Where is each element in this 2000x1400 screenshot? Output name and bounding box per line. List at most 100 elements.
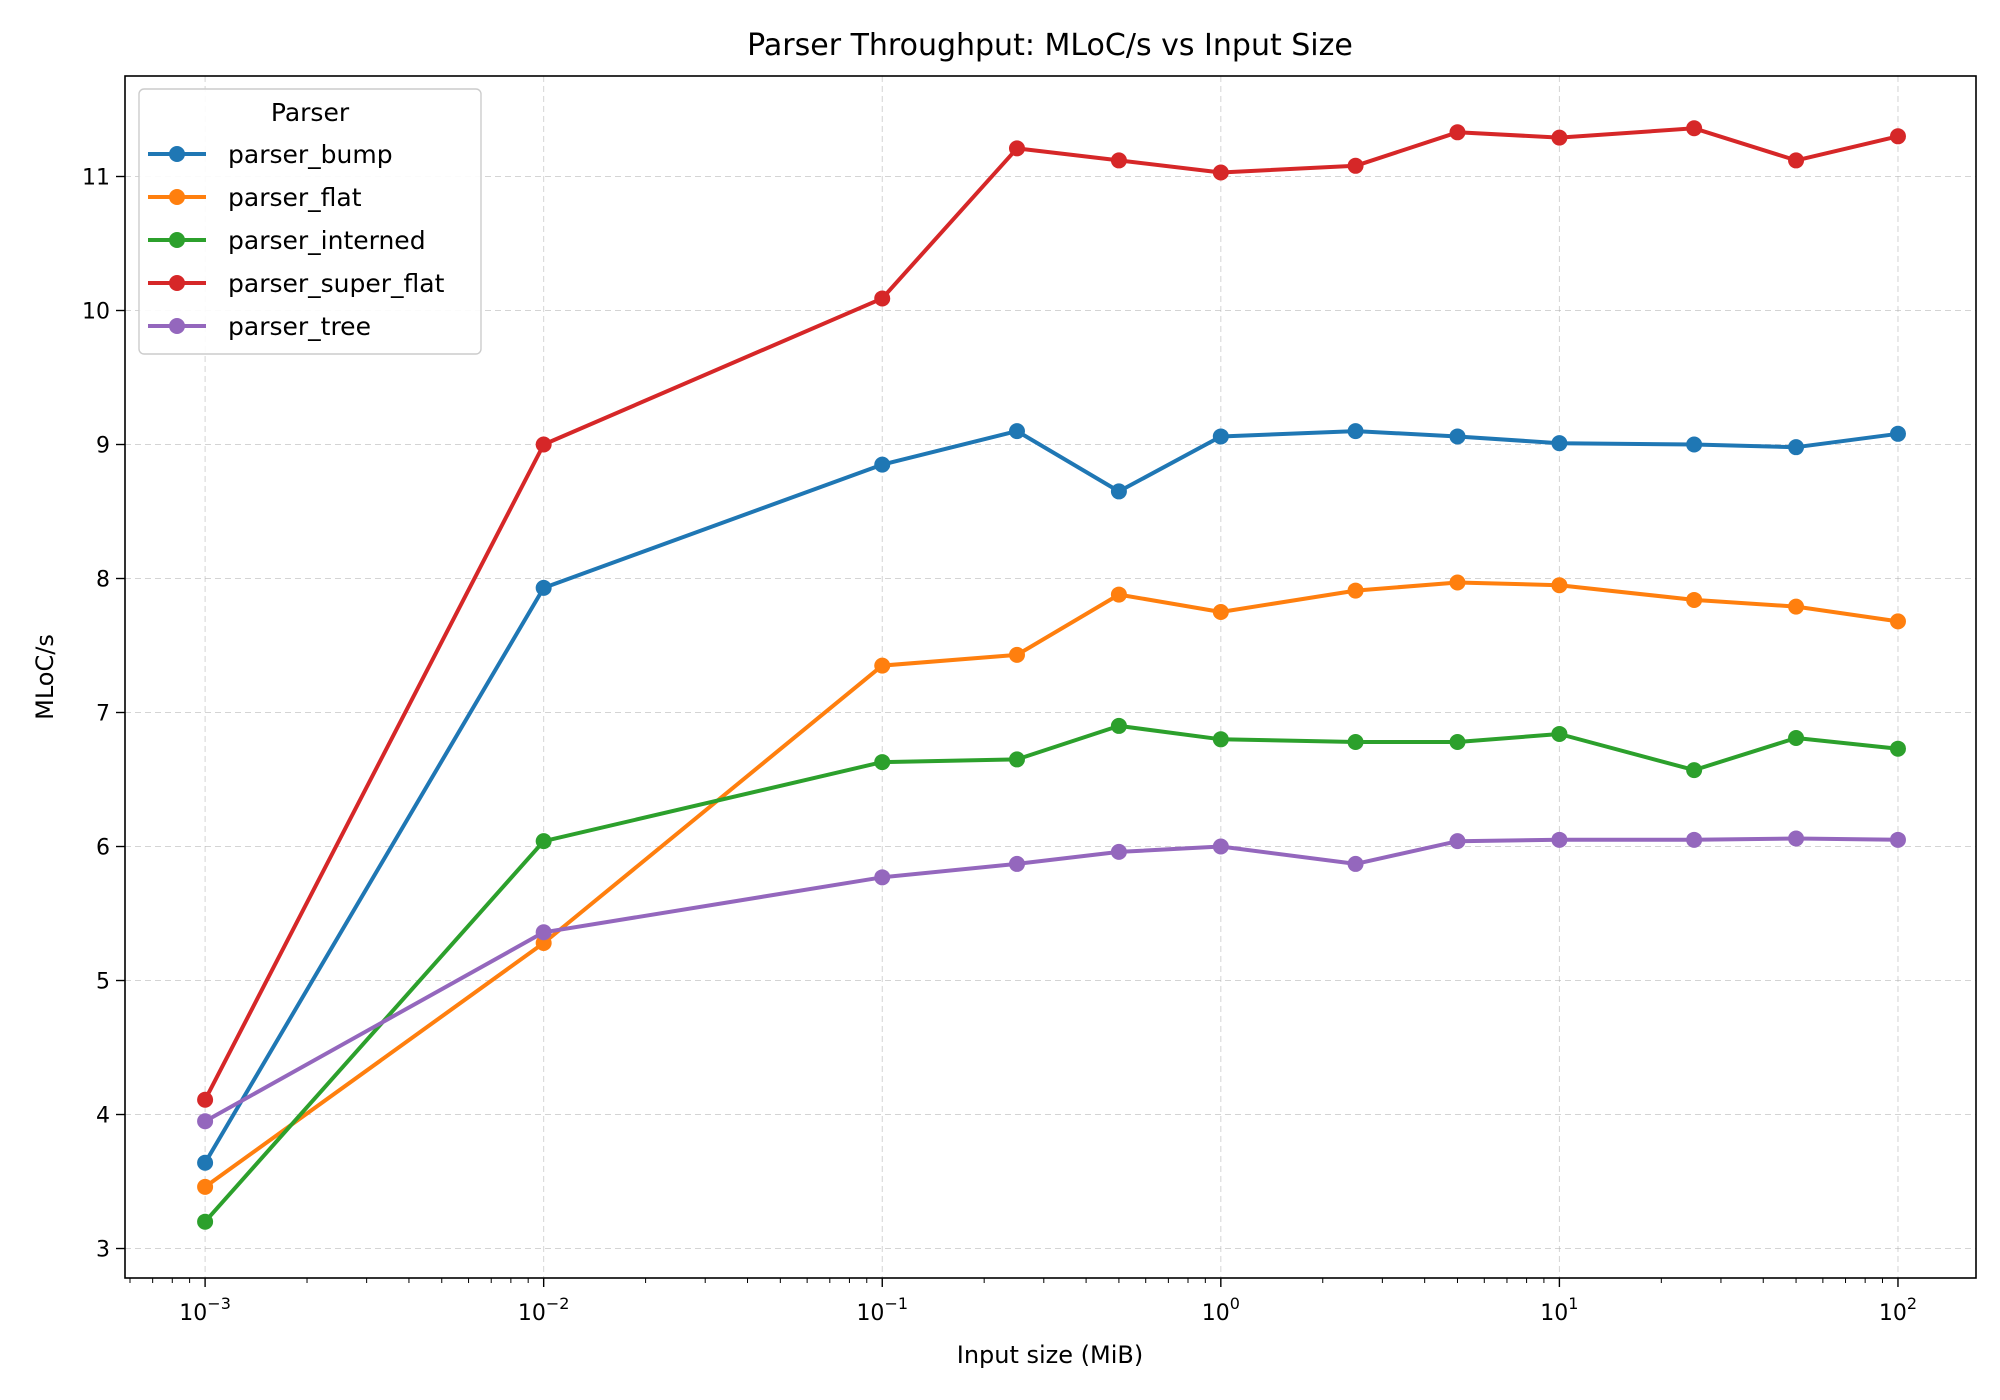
legend-label-parser_interned: parser_interned bbox=[228, 226, 426, 255]
data-point-parser_flat bbox=[1788, 598, 1805, 615]
legend-marker-parser_super_flat bbox=[169, 275, 185, 291]
data-point-parser_super_flat bbox=[1347, 157, 1364, 174]
data-point-parser_interned bbox=[1551, 725, 1568, 742]
legend-marker-parser_tree bbox=[169, 318, 185, 334]
data-point-parser_tree bbox=[1347, 855, 1364, 872]
data-point-parser_bump bbox=[1551, 435, 1568, 452]
y-tick-label: 8 bbox=[96, 568, 110, 593]
data-point-parser_interned bbox=[1110, 717, 1127, 734]
data-point-parser_tree bbox=[1788, 830, 1805, 847]
data-point-parser_bump bbox=[535, 579, 552, 596]
data-point-parser_interned bbox=[535, 833, 552, 850]
data-point-parser_interned bbox=[1788, 729, 1805, 746]
data-point-parser_tree bbox=[1212, 838, 1229, 855]
data-point-parser_bump bbox=[1449, 428, 1466, 445]
x-tick-label: 101 bbox=[1540, 1294, 1578, 1326]
x-axis-label: Input size (MiB) bbox=[957, 1341, 1144, 1369]
x-tick-label: 100 bbox=[1202, 1294, 1240, 1326]
y-tick-label: 7 bbox=[96, 702, 110, 727]
legend: Parser parser_bump parser_flat parser_inte… bbox=[138, 88, 482, 355]
y-tick-label: 9 bbox=[96, 434, 110, 459]
data-point-parser_flat bbox=[1110, 586, 1127, 603]
data-point-parser_super_flat bbox=[1788, 152, 1805, 169]
data-point-parser_tree bbox=[874, 869, 891, 886]
y-tick-label: 5 bbox=[96, 970, 110, 995]
data-point-parser_flat bbox=[1347, 582, 1364, 599]
data-point-parser_interned bbox=[874, 754, 891, 771]
legend-marker-parser_interned bbox=[169, 232, 185, 248]
data-point-parser_tree bbox=[1889, 831, 1906, 848]
x-tick-label: 10−2 bbox=[518, 1294, 570, 1326]
data-point-parser_interned bbox=[197, 1213, 214, 1230]
data-point-parser_bump bbox=[1686, 436, 1703, 453]
data-point-parser_bump bbox=[1110, 483, 1127, 500]
data-point-parser_flat bbox=[1212, 604, 1229, 621]
data-point-parser_bump bbox=[1788, 439, 1805, 456]
legend-marker-parser_flat bbox=[169, 189, 185, 205]
data-point-parser_interned bbox=[1008, 751, 1025, 768]
series-line-parser_tree bbox=[203, 836, 1900, 1124]
data-point-parser_tree bbox=[197, 1113, 214, 1130]
data-point-parser_interned bbox=[1686, 762, 1703, 779]
data-point-parser_tree bbox=[1686, 831, 1703, 848]
y-tick-label: 3 bbox=[96, 1238, 110, 1263]
data-point-parser_super_flat bbox=[1008, 140, 1025, 157]
y-tick-label: 10 bbox=[82, 300, 110, 325]
y-axis-label: MLoC/s bbox=[31, 634, 59, 720]
legend-box bbox=[138, 88, 482, 355]
data-point-parser_tree bbox=[535, 924, 552, 941]
data-point-parser_super_flat bbox=[535, 436, 552, 453]
plot-area-frame bbox=[124, 75, 1977, 1279]
data-point-parser_tree bbox=[1110, 843, 1127, 860]
legend-label-parser_super_flat: parser_super_flat bbox=[228, 269, 445, 298]
data-point-parser_super_flat bbox=[1449, 124, 1466, 141]
data-point-parser_interned bbox=[1347, 733, 1364, 750]
data-point-parser_tree bbox=[1449, 833, 1466, 850]
series-line-parser_super_flat bbox=[203, 126, 1900, 1102]
data-point-parser_super_flat bbox=[1551, 129, 1568, 146]
legend-label-parser_bump: parser_bump bbox=[228, 140, 393, 169]
data-point-parser_super_flat bbox=[197, 1091, 214, 1108]
data-point-parser_bump bbox=[1347, 423, 1364, 440]
data-point-parser_super_flat bbox=[1110, 152, 1127, 169]
data-point-parser_super_flat bbox=[1889, 128, 1906, 145]
legend-title: Parser bbox=[271, 98, 350, 127]
legend-label-parser_flat: parser_flat bbox=[228, 183, 362, 212]
data-point-parser_flat bbox=[1449, 574, 1466, 591]
axes: 3 4 5 6 7 8 9 10 11 10−3 10−2 10−1 100 101 102 bbox=[82, 166, 1917, 1326]
x-tick-label: 10−3 bbox=[179, 1294, 231, 1326]
data-point-parser_bump bbox=[1008, 423, 1025, 440]
x-tick-label: 10−1 bbox=[856, 1294, 908, 1326]
data-point-parser_flat bbox=[874, 657, 891, 674]
data-point-parser_bump bbox=[1212, 428, 1229, 445]
series-line-parser_interned bbox=[203, 723, 1900, 1224]
data-point-parser_super_flat bbox=[1212, 164, 1229, 181]
data-point-parser_tree bbox=[1551, 831, 1568, 848]
legend-marker-parser_bump bbox=[169, 146, 185, 162]
series-line-parser_flat bbox=[203, 580, 1900, 1189]
data-point-parser_interned bbox=[1889, 740, 1906, 757]
data-point-parser_flat bbox=[1551, 577, 1568, 594]
data-point-parser_flat bbox=[1008, 646, 1025, 663]
data-point-parser_bump bbox=[1889, 425, 1906, 442]
data-point-parser_bump bbox=[874, 456, 891, 473]
data-point-parser_super_flat bbox=[874, 290, 891, 307]
data-point-parser_bump bbox=[197, 1154, 214, 1171]
x-tick-label: 102 bbox=[1879, 1294, 1917, 1326]
grid bbox=[125, 76, 1976, 1278]
data-point-parser_interned bbox=[1449, 733, 1466, 750]
y-tick-label: 6 bbox=[96, 836, 110, 861]
chart-title: Parser Throughput: MLoC/s vs Input Size bbox=[747, 28, 1353, 63]
data-point-parser_flat bbox=[1889, 613, 1906, 630]
data-point-parser_super_flat bbox=[1686, 120, 1703, 137]
data-point-parser_tree bbox=[1008, 855, 1025, 872]
data-point-parser_flat bbox=[197, 1178, 214, 1195]
series-lines bbox=[197, 120, 1906, 1230]
data-point-parser_flat bbox=[1686, 591, 1703, 608]
y-tick-label: 4 bbox=[96, 1104, 110, 1129]
legend-label-parser_tree: parser_tree bbox=[228, 312, 371, 341]
data-point-parser_interned bbox=[1212, 731, 1229, 748]
y-tick-label: 11 bbox=[82, 166, 110, 191]
series-line-parser_bump bbox=[203, 429, 1900, 1165]
